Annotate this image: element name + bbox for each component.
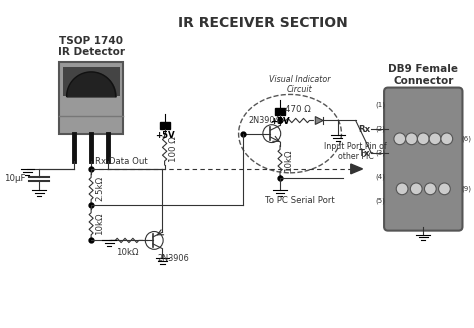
Text: Input Port Pin of
other PIC: Input Port Pin of other PIC <box>324 142 387 161</box>
Circle shape <box>429 133 441 145</box>
Text: (5): (5) <box>375 198 385 204</box>
Text: +5V: +5V <box>270 116 290 126</box>
Text: Rx: Rx <box>358 125 370 134</box>
Circle shape <box>406 133 418 145</box>
Text: 470 Ω: 470 Ω <box>285 105 310 113</box>
Text: 2N3904: 2N3904 <box>249 116 281 125</box>
Circle shape <box>394 133 406 145</box>
Text: 2N3906: 2N3906 <box>158 254 190 262</box>
Text: To PC Serial Port: To PC Serial Port <box>265 196 335 205</box>
Text: 10kΩ: 10kΩ <box>95 213 104 235</box>
Bar <box>275 108 285 114</box>
Bar <box>160 122 170 129</box>
Text: 100 Ω: 100 Ω <box>169 136 178 162</box>
Text: 10kΩ: 10kΩ <box>116 248 138 257</box>
Text: (6): (6) <box>462 135 472 142</box>
Text: +5V: +5V <box>155 131 174 140</box>
Text: (9): (9) <box>462 186 472 192</box>
Text: IR RECEIVER SECTION: IR RECEIVER SECTION <box>178 16 347 30</box>
Text: (1): (1) <box>375 102 385 109</box>
FancyBboxPatch shape <box>63 67 119 96</box>
Text: (3): (3) <box>375 150 385 156</box>
Polygon shape <box>351 164 363 174</box>
FancyBboxPatch shape <box>59 62 123 133</box>
Polygon shape <box>315 116 323 124</box>
Text: Tx: Tx <box>359 149 370 158</box>
Circle shape <box>424 183 436 195</box>
Text: 10kΩ: 10kΩ <box>284 149 293 172</box>
Text: (2): (2) <box>375 126 385 133</box>
Text: 2.5kΩ: 2.5kΩ <box>95 176 104 201</box>
Circle shape <box>396 183 408 195</box>
Text: (4): (4) <box>375 174 385 180</box>
Text: DB9 Female
Connector: DB9 Female Connector <box>388 64 458 86</box>
FancyBboxPatch shape <box>384 88 463 231</box>
Circle shape <box>438 183 450 195</box>
Text: TSOP 1740
IR Detector: TSOP 1740 IR Detector <box>58 36 125 57</box>
Circle shape <box>418 133 429 145</box>
Circle shape <box>441 133 453 145</box>
Text: 10μF: 10μF <box>4 174 26 183</box>
Text: Visual Indicator
Circuit: Visual Indicator Circuit <box>269 75 330 94</box>
Circle shape <box>410 183 422 195</box>
Text: Rx Data Out: Rx Data Out <box>95 157 148 166</box>
